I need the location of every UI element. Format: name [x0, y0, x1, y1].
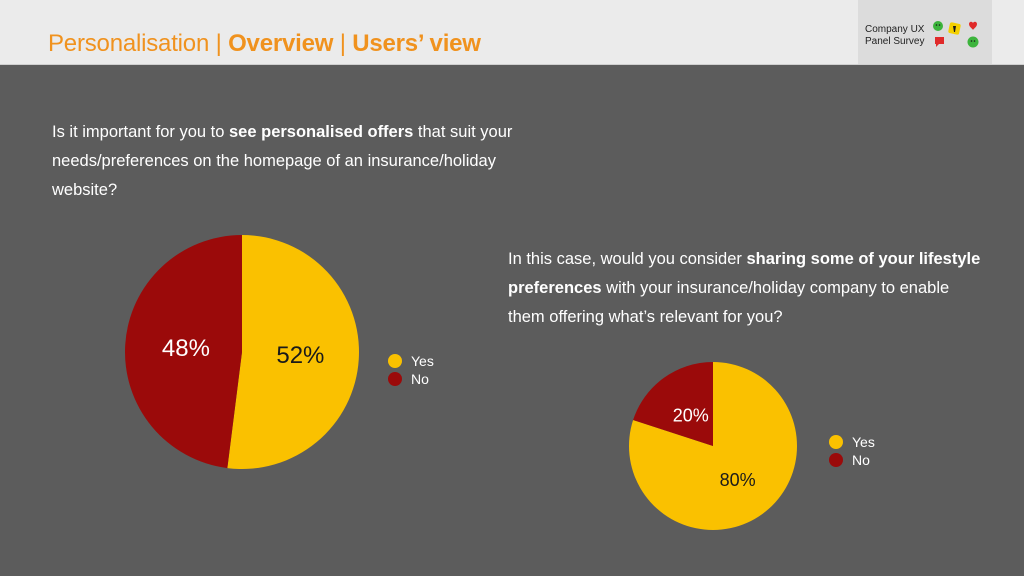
- legend-swatch-no: [829, 453, 843, 467]
- brand-text: Company UX Panel Survey: [865, 24, 931, 48]
- legend-item-yes: Yes: [388, 352, 434, 370]
- question-2: In this case, would you consider sharing…: [508, 245, 988, 332]
- legend-label-no: No: [411, 371, 429, 387]
- title-separator: |: [333, 30, 353, 57]
- pie-1-slice-no: [124, 235, 242, 469]
- legend-item-no: No: [829, 451, 875, 469]
- title-users-view: Users’ view: [352, 30, 481, 57]
- pie-1-label-yes: 52%: [276, 342, 324, 369]
- legend-item-no: No: [388, 370, 434, 388]
- pie-1-label-no: 48%: [162, 335, 210, 362]
- page-title: Personalisation | Overview | Users’ view: [48, 30, 481, 58]
- question-1-highlight: see personalised offers: [229, 123, 414, 141]
- title-separator: |: [209, 30, 229, 57]
- heart-icon: [969, 21, 977, 30]
- title-overview: Overview: [228, 30, 334, 57]
- question-1: Is it important for you to see personali…: [52, 118, 522, 205]
- survey-brand: Company UX Panel Survey: [858, 0, 992, 64]
- legend-label-yes: Yes: [852, 434, 875, 450]
- question-1-text-a: Is it important for you to: [52, 123, 229, 141]
- legend-swatch-yes: [829, 435, 843, 449]
- question-2-text-a: In this case, would you consider: [508, 250, 747, 268]
- pie-2-slice-no: [633, 362, 713, 446]
- brand-line-2: Panel Survey: [865, 36, 925, 47]
- legend-item-yes: Yes: [829, 433, 875, 451]
- pie-2-label-no: 20%: [673, 405, 709, 425]
- question-2-text-c: with your insurance/holiday company to e…: [508, 279, 950, 326]
- legend-swatch-yes: [388, 354, 402, 368]
- speech-bubble-icon: [935, 37, 944, 44]
- legend-swatch-no: [388, 372, 402, 386]
- brand-logo-icons: [933, 21, 979, 48]
- brand-line-1: Company UX: [865, 24, 925, 35]
- question-2-highlight: sharing some of your lifestyle preferenc…: [508, 250, 981, 297]
- chart-2-legend: Yes No: [829, 433, 875, 469]
- header-bar: Personalisation | Overview | Users’ view…: [0, 0, 1024, 65]
- chart-1-legend: Yes No: [388, 352, 434, 388]
- pie-1-slice-yes: [227, 235, 359, 469]
- smiley-icon: [933, 21, 943, 31]
- legend-label-yes: Yes: [411, 353, 434, 369]
- sad-face-icon: [967, 36, 979, 48]
- legend-label-no: No: [852, 452, 870, 468]
- title-personalisation: Personalisation: [48, 30, 210, 57]
- question-1-text-c: that suit your needs/preferences on the …: [52, 123, 513, 199]
- pie-2-label-yes: 80%: [720, 470, 756, 490]
